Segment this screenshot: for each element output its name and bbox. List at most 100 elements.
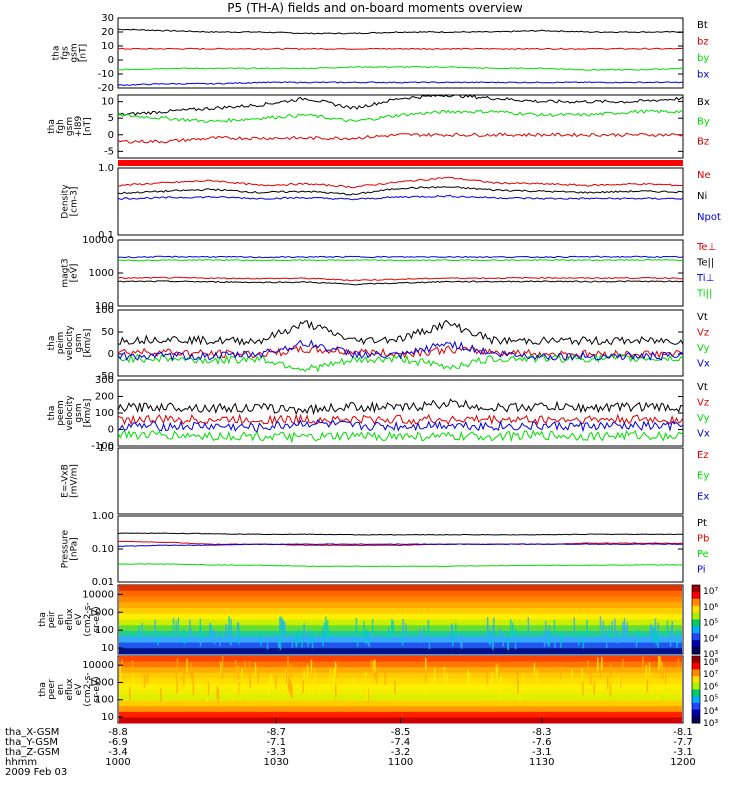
ytick-label: 300: [95, 375, 114, 386]
xaxis-tick-value: -7.7: [673, 737, 693, 748]
spectrogram-band: [119, 648, 682, 655]
spectrogram-streak: [146, 670, 149, 685]
xaxis-tick-value: 1000: [105, 757, 130, 768]
ylabel-density: [cm-3]: [70, 187, 80, 217]
legend-entry: Ez: [697, 450, 709, 461]
ytick-label: 10000: [82, 589, 114, 600]
spectrogram-streak: [368, 678, 371, 693]
xaxis-tick-value: -3.3: [266, 747, 286, 758]
spectrogram-streak: [607, 675, 609, 690]
ylabel-fgs: gsm: [70, 43, 80, 62]
spectrogram-streak: [614, 618, 616, 633]
colorbar-segment: [692, 702, 700, 711]
spectrogram-streak: [371, 619, 374, 633]
xaxis-tick-value: -7.6: [532, 737, 552, 748]
colorbar-label: 10⁶: [703, 682, 718, 692]
spectrogram-streak: [285, 671, 288, 685]
ylabel-peir-spectrogram: sr-eV): [92, 606, 102, 632]
spectrogram-streak: [602, 620, 604, 635]
spectrogram-streak: [329, 668, 332, 682]
ytick-label: 10: [101, 643, 114, 654]
legend-entry: Vx: [697, 359, 710, 370]
spectrogram-streak: [303, 623, 305, 637]
colorbar-segment: [692, 676, 700, 684]
spectrogram-streak: [515, 628, 517, 643]
colorbar-label: 10³: [703, 719, 718, 729]
ytick-label: 30: [101, 13, 114, 24]
ylabel-peir-spectrogram: (cm2-s-: [83, 602, 93, 636]
spectrogram-streak: [649, 623, 652, 638]
series-line-fgh: [117, 94, 684, 116]
spectrogram-streak: [401, 631, 404, 646]
spectrogram-streak: [356, 633, 359, 648]
spectrogram-streak: [234, 659, 237, 674]
ytick-label: 0.1: [98, 230, 114, 241]
spectrogram-streak: [210, 678, 213, 693]
spectrogram-streak: [492, 625, 494, 640]
legend-entry: Te||: [696, 258, 714, 269]
spectrogram-streak: [175, 667, 178, 681]
ytick-label: 1000: [89, 677, 114, 688]
legend-entry: Ti⊥: [696, 273, 714, 284]
spectrogram-streak: [279, 636, 282, 651]
legend-entry: Pi: [697, 565, 706, 576]
legend-entry: Vz: [697, 328, 709, 339]
spectrogram-streak: [645, 665, 648, 679]
series-line-temperature: [117, 276, 684, 282]
spectrogram-streak: [623, 617, 626, 632]
spectrogram-streak: [650, 625, 653, 639]
spectrogram-streak: [517, 680, 519, 694]
spectrogram-band: [119, 596, 682, 603]
spectrogram-band: [119, 590, 682, 597]
legend-entry: Npot: [697, 212, 721, 223]
spectrogram-streak: [206, 688, 208, 702]
spectrogram-streak: [500, 677, 502, 691]
spectrogram-streak: [496, 667, 499, 682]
ylabel-peim-velocity: [km/s]: [83, 329, 93, 358]
spectrogram-streak: [427, 619, 430, 634]
ytick-label: 100: [95, 408, 114, 419]
spectrogram-streak: [291, 685, 293, 699]
spectrogram-streak: [491, 671, 493, 686]
spectrogram-streak: [237, 666, 239, 681]
spectrogram-band: [119, 706, 682, 713]
spectrogram-streak: [295, 633, 298, 648]
spectrogram-streak: [283, 622, 286, 637]
ylabel-peer-spectrogram: tha: [38, 682, 48, 697]
colorbar-segment: [692, 662, 700, 670]
xaxis-tick-value: -8.8: [108, 727, 128, 738]
spectrogram-band: [119, 613, 682, 620]
xaxis-tick-value: -7.1: [266, 737, 286, 748]
ylabel-fgh: +l89: [74, 115, 84, 137]
panel-frame-fgh: [117, 94, 684, 159]
colorbar-label: 10⁴: [703, 707, 718, 717]
spectrogram-streak: [654, 618, 657, 633]
spectrogram-streak: [275, 675, 277, 690]
spectrogram-streak: [360, 681, 362, 696]
spectrogram-streak: [662, 666, 665, 680]
spectrogram-streak: [176, 680, 178, 694]
spectrogram-streak: [622, 658, 624, 673]
colorbar-label: 10⁷: [703, 670, 718, 680]
colorbar-label: 10⁶: [703, 603, 718, 613]
spectrogram-streak: [424, 657, 427, 672]
spectrogram-streak: [312, 679, 314, 694]
spectrogram-streak: [609, 682, 612, 697]
series-line-temperature: [117, 280, 684, 286]
ylabel-fgh: gsm: [65, 117, 75, 136]
ylabel-temperature: magt3: [61, 258, 71, 287]
spectrogram-streak: [605, 634, 608, 649]
spectrogram-streak: [239, 685, 241, 699]
spectrogram-streak: [280, 616, 282, 631]
ytick-label: 0: [108, 130, 114, 141]
xaxis-row-label: tha_Z-GSM: [5, 747, 60, 758]
spectrogram-streak: [325, 616, 327, 631]
spectrogram-streak: [367, 688, 369, 703]
spectrogram-streak: [497, 686, 500, 700]
spectrogram-streak: [669, 632, 672, 647]
spectrogram-streak: [236, 622, 239, 637]
spectrogram-streak: [601, 656, 603, 671]
series-line-density: [117, 186, 684, 196]
spectrogram-streak: [546, 630, 549, 645]
xaxis-tick-value: -3.1: [532, 747, 552, 758]
